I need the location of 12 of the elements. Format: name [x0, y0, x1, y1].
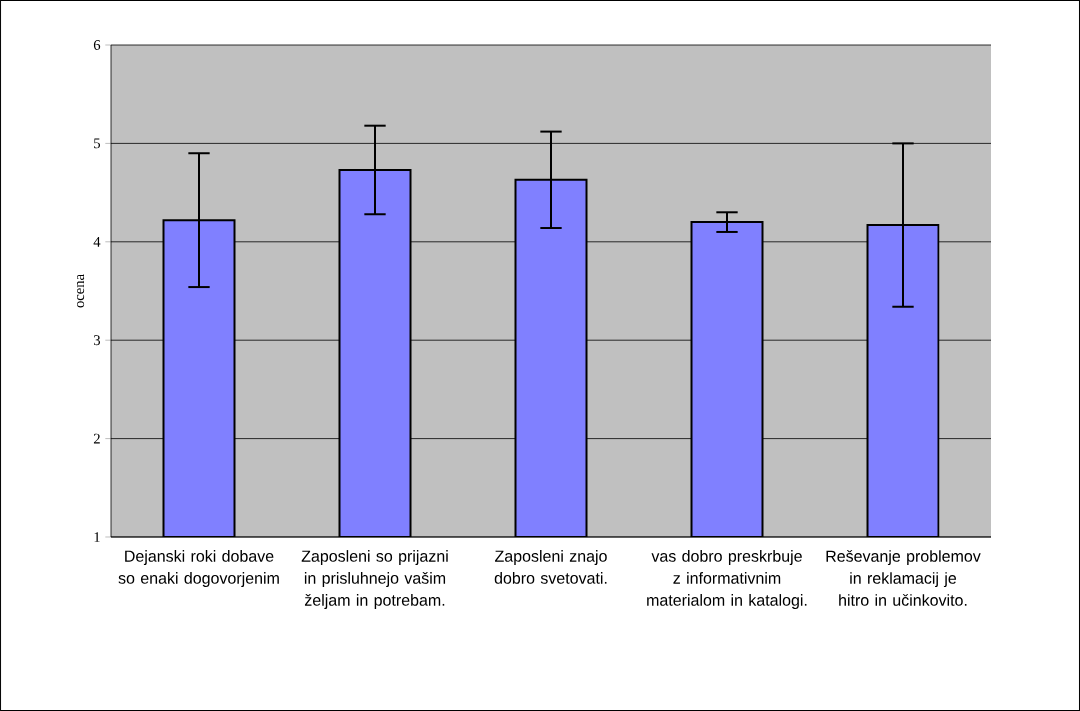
y-axis-title: ocena: [77, 274, 85, 308]
y-tick-label: 4: [93, 236, 101, 247]
x-tick-label: Reševanje problemov in reklamacij je hitro in učinkovito.: [826, 550, 981, 606]
y-tick-label: 5: [94, 138, 101, 149]
x-tick-label: Zaposleni znajo dobro svetovati.: [494, 550, 607, 584]
x-tick-label: Zaposleni so prijazni in prisluhnejo vašim željam in potrebam.: [301, 550, 448, 609]
y-tick-label: 1: [94, 532, 100, 542]
y-tick-label: 6: [93, 40, 101, 50]
y-tick-label: 2: [93, 433, 100, 444]
x-tick-label: Dejanski roki dobave so enaki dogovorjenim: [118, 550, 279, 587]
y-tick-label: 3: [93, 335, 101, 346]
x-tick-label: vas dobro preskrbuje z informativnim materialom in katalogi.: [647, 550, 807, 609]
